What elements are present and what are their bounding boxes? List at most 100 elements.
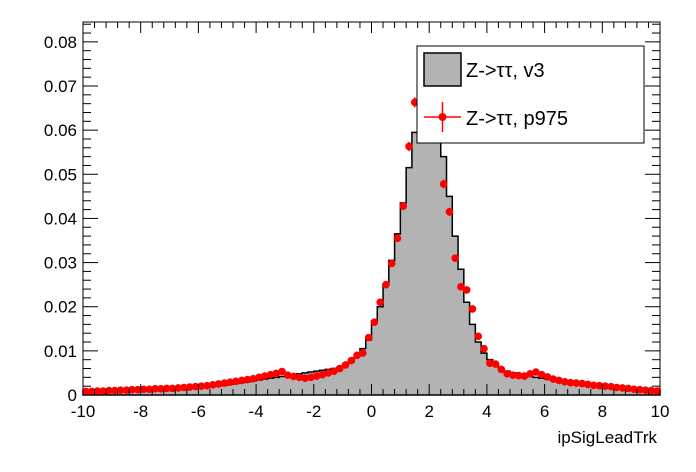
marker	[618, 384, 627, 392]
x-tick-label: 0	[367, 402, 376, 421]
marker	[335, 364, 344, 373]
marker	[578, 379, 586, 388]
marker	[468, 305, 477, 313]
data-point-p975	[134, 385, 142, 394]
data-point-p975	[653, 387, 661, 395]
data-point-p975	[376, 298, 384, 307]
data-point-p975	[209, 381, 217, 389]
marker	[641, 386, 650, 394]
marker	[82, 387, 90, 396]
marker	[284, 371, 292, 379]
marker	[324, 369, 333, 377]
data-point-p975	[335, 364, 344, 373]
data-point-p975	[260, 372, 269, 380]
data-point-p975	[214, 380, 223, 388]
marker	[168, 384, 177, 393]
data-point-p975	[220, 379, 229, 387]
data-point-p975	[347, 356, 356, 365]
data-point-p975	[151, 385, 159, 393]
marker	[526, 370, 534, 378]
marker	[584, 380, 592, 389]
marker	[382, 280, 390, 289]
marker	[110, 386, 119, 395]
data-point-p975	[180, 383, 188, 392]
x-tick-label: 10	[651, 402, 670, 421]
data-point-p975	[255, 373, 263, 382]
marker	[405, 142, 413, 151]
data-point-p975	[203, 381, 211, 390]
marker	[387, 259, 396, 268]
marker	[191, 382, 200, 391]
marker	[607, 382, 615, 391]
data-point-p975	[457, 283, 465, 291]
marker	[514, 371, 523, 380]
x-tick-label: -6	[191, 402, 206, 421]
x-tick-label: 4	[482, 402, 491, 421]
marker	[497, 365, 506, 374]
y-tick-label: 0.02	[44, 298, 77, 317]
data-point-p975	[318, 370, 327, 379]
marker	[364, 333, 373, 342]
marker	[480, 344, 488, 353]
marker	[226, 378, 234, 386]
data-point-p975	[353, 351, 361, 360]
data-point-p975	[503, 370, 511, 378]
data-point-p975	[185, 383, 194, 391]
data-point-p975	[537, 370, 546, 379]
marker	[151, 385, 159, 393]
marker	[601, 382, 609, 390]
marker	[393, 234, 402, 243]
legend-label-p975: Z->ττ, p975	[466, 108, 568, 130]
legend: Z->ττ, v3 Z->ττ, p975	[416, 45, 645, 144]
marker	[647, 386, 656, 395]
data-point-p975	[572, 379, 581, 387]
data-point-p975	[110, 386, 119, 395]
data-point-p975	[584, 380, 592, 389]
marker	[549, 375, 558, 383]
marker	[445, 208, 454, 216]
marker	[272, 369, 281, 378]
data-point-p975	[174, 384, 183, 392]
data-point-p975	[324, 369, 333, 377]
data-point-p975	[526, 370, 534, 378]
data-point-p975	[243, 375, 252, 384]
y-tick-label: 0.07	[44, 77, 77, 96]
legend-marker-p975	[438, 113, 447, 121]
data-point-p975	[145, 385, 154, 394]
data-point-p975	[272, 369, 281, 378]
marker	[197, 382, 206, 390]
marker	[353, 351, 361, 360]
data-point-p975	[157, 385, 165, 393]
marker	[295, 373, 304, 382]
data-point-p975	[382, 280, 390, 289]
marker	[612, 383, 621, 392]
data-point-p975	[191, 382, 200, 391]
marker	[180, 383, 188, 392]
legend-label-v3: Z->ττ, v3	[466, 60, 545, 82]
data-point-p975	[237, 376, 246, 385]
marker	[260, 372, 269, 380]
axis-ticks	[82, 22, 661, 396]
marker	[99, 387, 107, 395]
x-tick-label: -2	[306, 402, 321, 421]
legend-swatch-v3	[423, 52, 462, 87]
marker	[255, 373, 263, 382]
marker	[266, 370, 275, 379]
data-point-p975	[393, 234, 402, 243]
data-point-p975	[122, 386, 131, 394]
data-point-p975	[491, 360, 500, 368]
data-point-p975	[641, 386, 650, 394]
data-point-p975	[330, 367, 338, 375]
y-tick-label: 0.08	[44, 33, 77, 52]
data-point-p975	[468, 305, 477, 313]
data-point-p975	[555, 376, 563, 385]
data-point-p975	[578, 379, 586, 388]
data-point-p975	[364, 333, 373, 342]
marker	[185, 383, 194, 391]
marker	[595, 381, 604, 390]
marker	[543, 373, 552, 381]
marker	[359, 349, 367, 357]
x-tick-label: -4	[249, 402, 264, 421]
x-tick-label: -10	[71, 402, 96, 421]
x-axis-title: ipSigLeadTrk	[557, 428, 657, 447]
